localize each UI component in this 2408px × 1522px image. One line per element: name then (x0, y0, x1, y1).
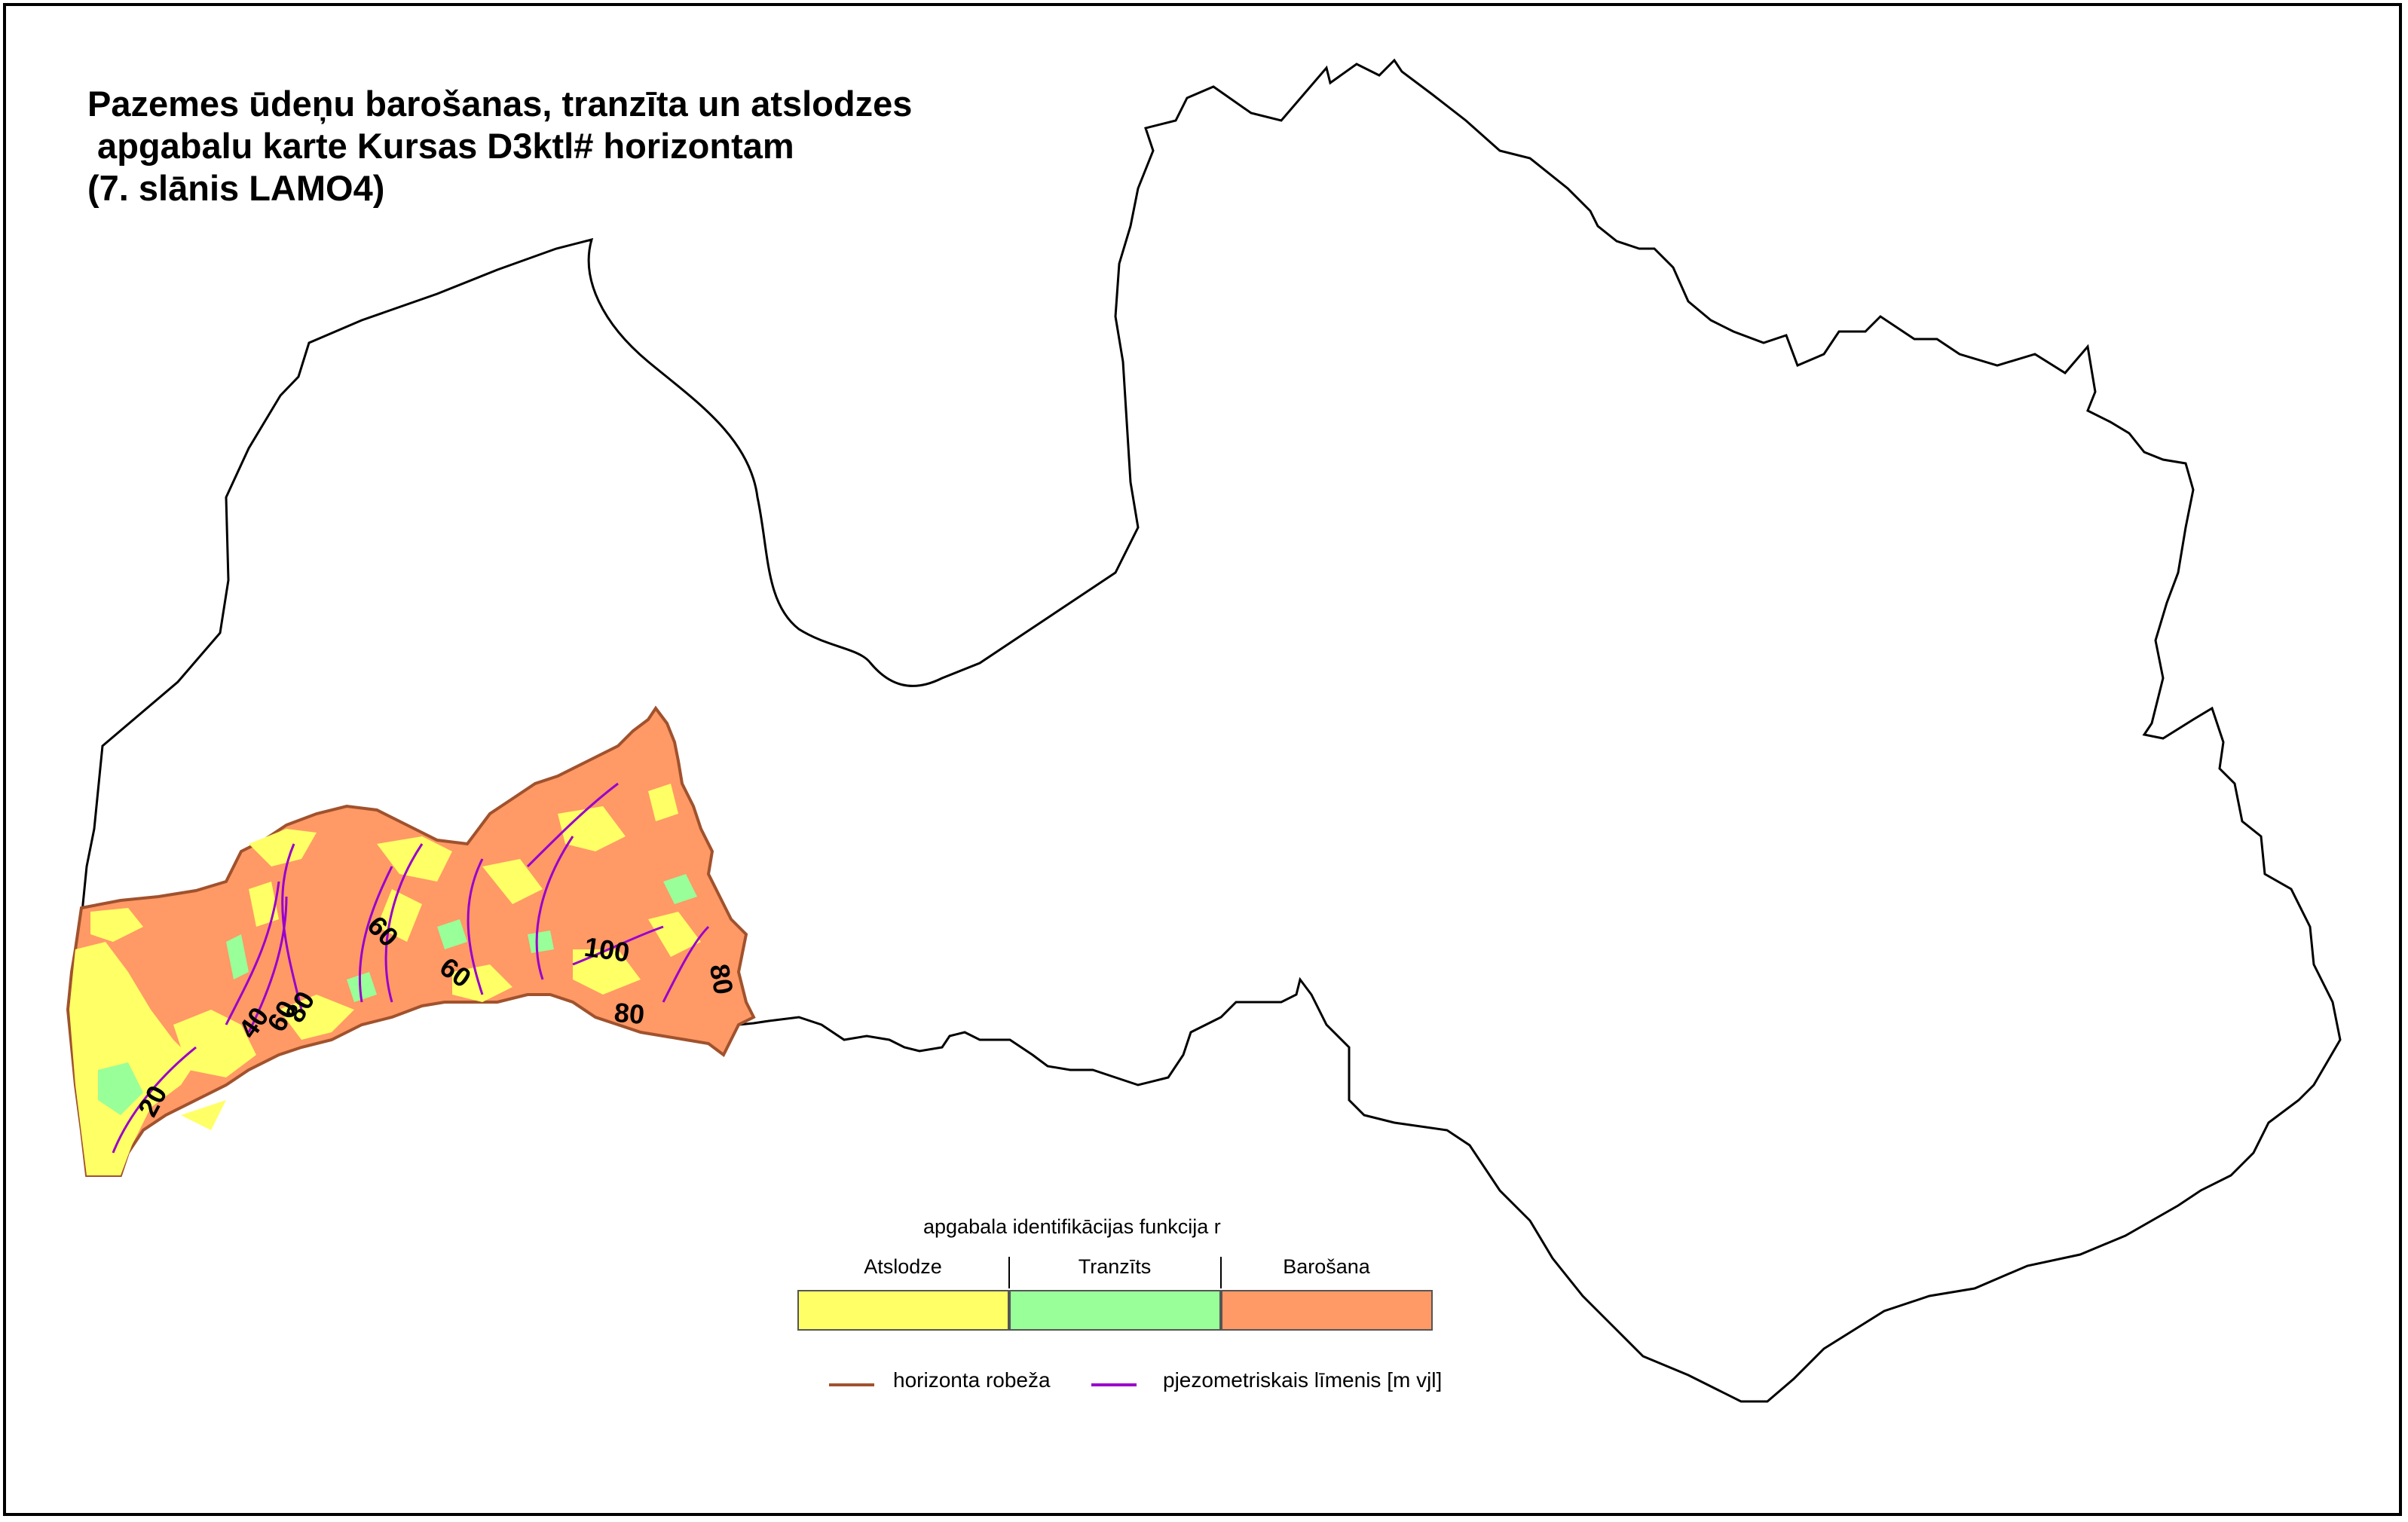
legend-text-piezometric: pjezometriskais līmenis [m vjl] (1163, 1368, 1443, 1392)
map-title-line-2: apgabalu karte Kursas D3ktl# horizontam (87, 126, 794, 166)
map-title-line-1: Pazemes ūdeņu barošanas, tranzīta un ats… (87, 84, 913, 124)
legend-swatch-barosana (1221, 1290, 1433, 1331)
legend-label-barosana: Barošana (1283, 1255, 1370, 1278)
map-frame (3, 3, 2402, 1516)
map-title-line-3: (7. slānis LAMO4) (87, 168, 385, 208)
legend-line-piezometric (1091, 1383, 1137, 1386)
legend-heading: apgabala identifikācijas funkcija r (923, 1215, 1221, 1238)
contour-label-80: 80 (613, 997, 645, 1030)
legend-label-tranzits: Tranzīts (1078, 1255, 1152, 1278)
contour-label-100: 100 (583, 931, 632, 968)
atslodze-patches (69, 784, 701, 1175)
contour-label-80: 80 (704, 961, 739, 997)
legend-tick (1220, 1257, 1222, 1288)
legend-swatch-tranzits (1009, 1290, 1221, 1331)
country-outline (66, 58, 2342, 1403)
piezometric-contours (112, 782, 710, 1154)
tranzits-patches (98, 874, 697, 1115)
legend-swatch-atslodze (797, 1290, 1009, 1331)
legend-tick (1008, 1257, 1010, 1288)
legend-text-horizon: horizonta robeža (893, 1368, 1051, 1392)
horizon-region (66, 705, 756, 1177)
legend-label-atslodze: Atslodze (864, 1255, 942, 1278)
legend-line-horizon (829, 1383, 874, 1386)
